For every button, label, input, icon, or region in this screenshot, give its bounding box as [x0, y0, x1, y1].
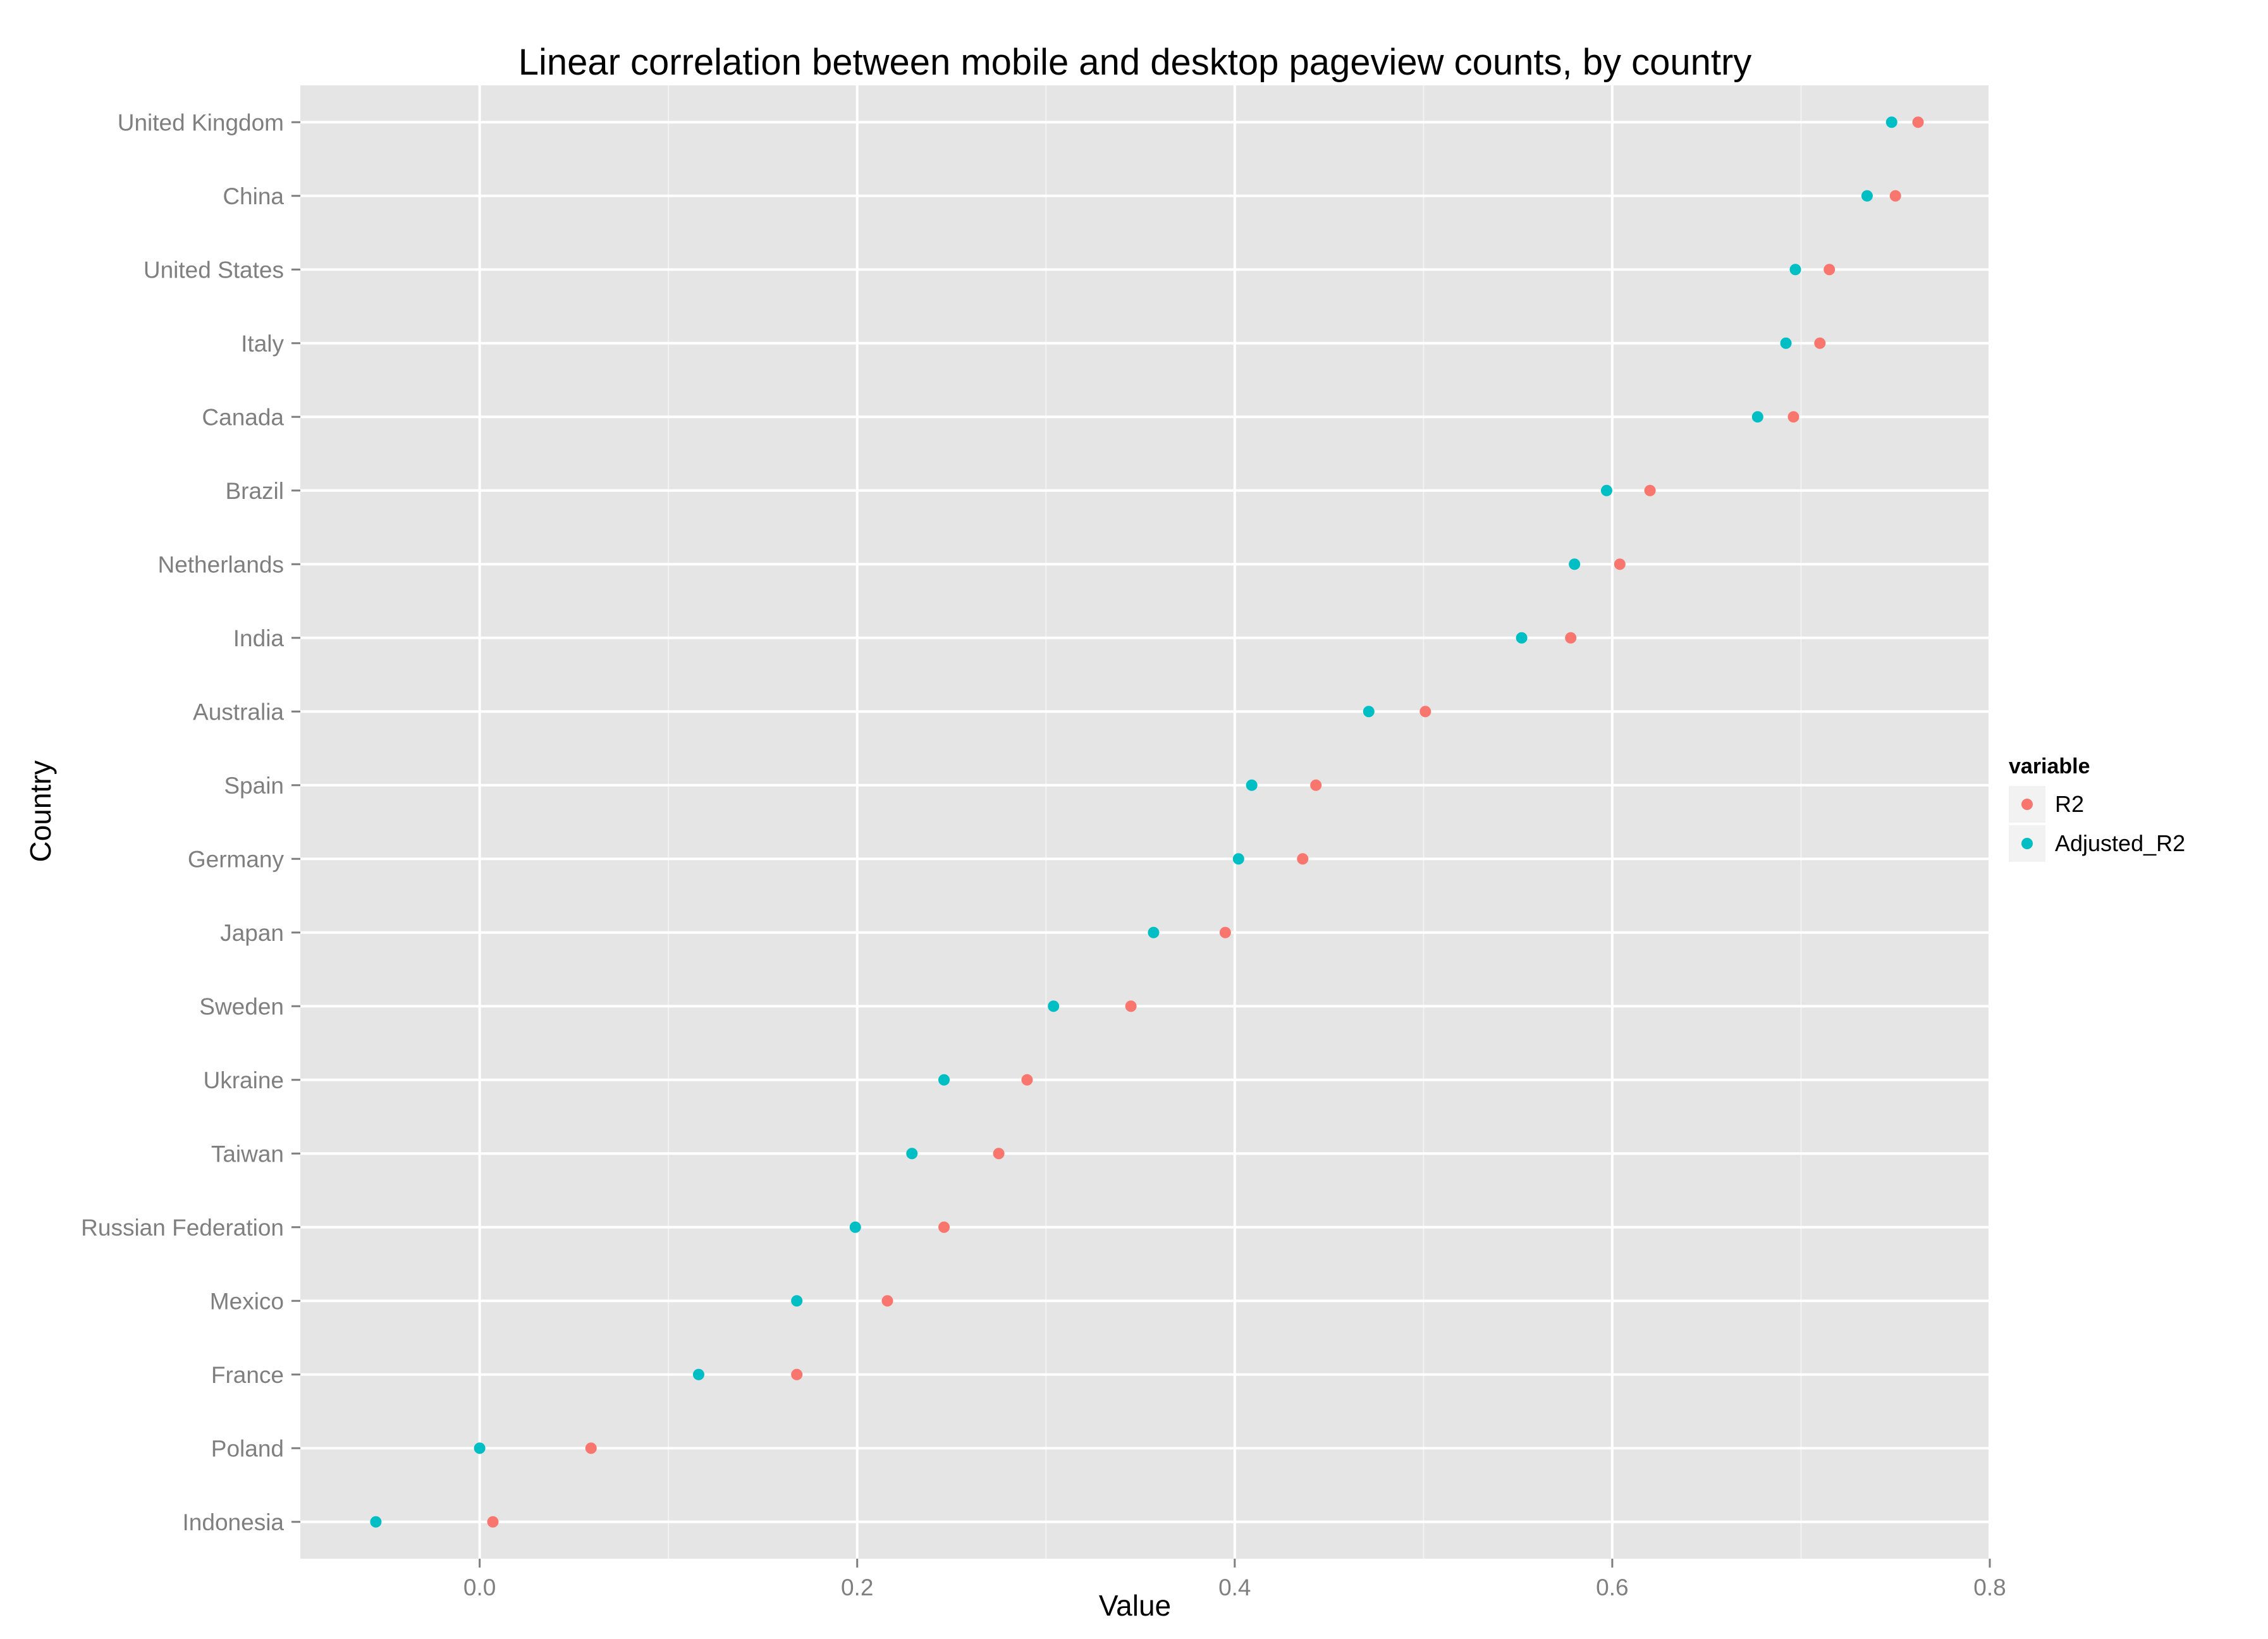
point-r2	[1419, 706, 1431, 718]
y-tick-label: United States	[144, 257, 284, 283]
point-r2	[1814, 337, 1826, 349]
point-r2	[791, 1368, 803, 1380]
point-adjusted-r2	[1885, 116, 1897, 128]
x-axis-title: Value	[1099, 1589, 1171, 1622]
point-adjusted-r2	[692, 1368, 704, 1380]
point-r2	[585, 1442, 597, 1454]
point-adjusted-r2	[1600, 484, 1612, 496]
x-tick-label: 0.4	[1218, 1575, 1251, 1600]
point-adjusted-r2	[1789, 264, 1801, 276]
point-r2	[1219, 926, 1231, 938]
chart-title: Linear correlation between mobile and de…	[518, 42, 1752, 83]
legend-label-r2: R2	[2055, 791, 2084, 817]
y-tick-label: Taiwan	[211, 1141, 284, 1167]
plot-panel	[300, 85, 1991, 1559]
y-tick-label: Italy	[241, 331, 284, 357]
point-adjusted-r2	[1246, 779, 1258, 791]
point-adjusted-r2	[906, 1148, 918, 1160]
legend-marker-r2	[2021, 799, 2033, 810]
y-tick-label: India	[233, 625, 285, 651]
point-r2	[993, 1148, 1005, 1160]
x-axis: 0.0 0.2 0.4 0.6 0.8	[463, 1559, 2006, 1600]
y-tick-label: United Kingdom	[118, 109, 284, 135]
point-adjusted-r2	[1780, 337, 1792, 349]
y-tick-label: Poland	[211, 1435, 284, 1461]
point-adjusted-r2	[1569, 558, 1581, 570]
y-tick-label: Indonesia	[183, 1509, 285, 1535]
y-tick-label: Sweden	[199, 993, 284, 1019]
point-r2	[1614, 558, 1626, 570]
point-adjusted-r2	[938, 1074, 950, 1086]
point-adjusted-r2	[1751, 411, 1763, 423]
point-adjusted-r2	[791, 1295, 803, 1307]
y-tick-label: China	[223, 183, 284, 209]
point-adjusted-r2	[1363, 706, 1375, 718]
point-adjusted-r2	[474, 1442, 486, 1454]
point-adjusted-r2	[849, 1221, 861, 1233]
y-tick-label: Netherlands	[157, 551, 284, 577]
x-tick-label: 0.2	[841, 1575, 873, 1600]
legend-label-adjusted-r2: Adjusted_R2	[2055, 830, 2185, 856]
point-r2	[1125, 1000, 1137, 1012]
point-r2	[938, 1221, 950, 1233]
point-r2	[1021, 1074, 1033, 1086]
y-axis: United Kingdom China United States Italy Can…	[81, 109, 300, 1535]
x-tick-label: 0.8	[1973, 1575, 2006, 1600]
legend-title: variable	[2009, 754, 2090, 778]
point-r2	[487, 1516, 499, 1528]
y-tick-label: Japan	[220, 920, 284, 946]
point-adjusted-r2	[1048, 1000, 1060, 1012]
y-tick-label: Spain	[224, 773, 284, 799]
y-tick-label: France	[211, 1362, 284, 1388]
legend: variable R2 Adjusted_R2	[2009, 754, 2185, 862]
point-r2	[881, 1295, 893, 1307]
x-tick-label: 0.6	[1596, 1575, 1628, 1600]
point-r2	[1297, 853, 1309, 865]
y-tick-label: Germany	[188, 846, 285, 872]
y-tick-label: Canada	[202, 404, 284, 430]
point-adjusted-r2	[1516, 632, 1528, 644]
point-r2	[1644, 484, 1656, 496]
point-r2	[1565, 632, 1577, 644]
y-tick-label: Russian Federation	[81, 1215, 284, 1241]
legend-marker-adjusted-r2	[2021, 838, 2033, 849]
point-adjusted-r2	[1861, 190, 1873, 202]
y-tick-label: Australia	[193, 699, 284, 725]
point-adjusted-r2	[370, 1516, 382, 1528]
point-r2	[1912, 116, 1924, 128]
point-r2	[1310, 779, 1322, 791]
point-r2	[1824, 264, 1836, 276]
x-tick-label: 0.0	[463, 1575, 496, 1600]
point-adjusted-r2	[1148, 926, 1160, 938]
point-r2	[1889, 190, 1901, 202]
y-tick-label: Brazil	[225, 478, 284, 504]
y-axis-title: Country	[24, 760, 57, 862]
panel-background	[300, 85, 1990, 1559]
point-adjusted-r2	[1232, 853, 1244, 865]
y-tick-label: Ukraine	[204, 1067, 285, 1093]
y-tick-label: Mexico	[210, 1288, 284, 1314]
point-r2	[1787, 411, 1799, 423]
points-layer	[370, 116, 1924, 1528]
